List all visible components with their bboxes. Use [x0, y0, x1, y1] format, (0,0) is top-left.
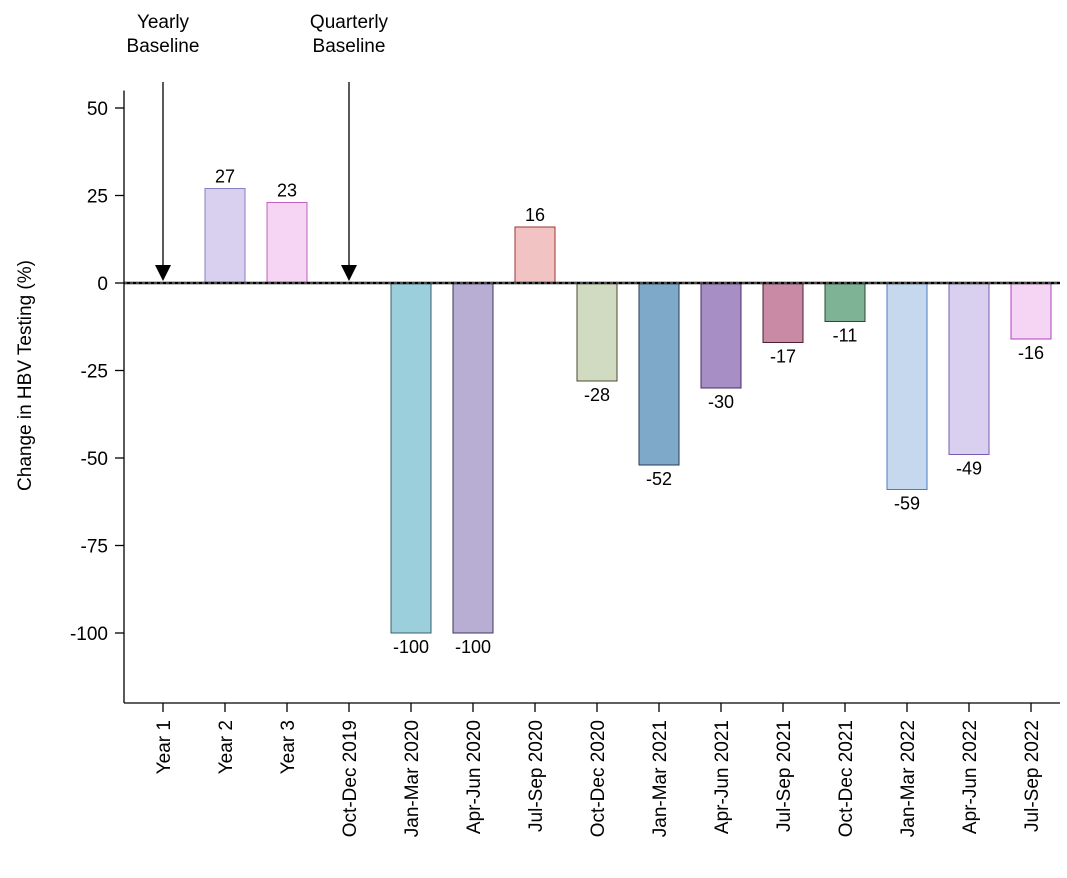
x-tick-label: Year 2 [216, 720, 237, 774]
x-tick-label: Oct-Dec 2020 [588, 720, 609, 837]
bar [390, 282, 432, 634]
bar-value-label: 23 [277, 181, 297, 201]
x-tick-label: Jul-Sep 2022 [1022, 720, 1043, 832]
y-tick-label: -50 [81, 449, 108, 470]
y-axis-title: Change in HBV Testing (%) [15, 260, 36, 491]
x-tick-label: Apr-Jun 2022 [960, 720, 981, 834]
bar [948, 282, 990, 455]
x-tick-label: Oct-Dec 2019 [340, 720, 361, 837]
bar [1010, 282, 1052, 340]
x-tick-label: Jul-Sep 2021 [774, 720, 795, 832]
bar [204, 188, 246, 284]
bar [452, 282, 494, 634]
bar-value-label: -11 [833, 326, 858, 346]
bar [886, 282, 928, 490]
x-tick-label: Apr-Jun 2021 [712, 720, 733, 834]
bar-value-label: -100 [455, 637, 491, 657]
bar-value-label: 16 [525, 205, 545, 225]
x-axis: Year 1 Year 2 Year 3 Oct-Dec 2019 Jan-Mar 20… [124, 702, 1060, 837]
y-tick-label: 25 [87, 187, 108, 208]
bar [576, 282, 618, 382]
y-tick-label: 0 [97, 274, 108, 295]
bar-value-label: -28 [584, 385, 610, 405]
bar-value-label: -59 [894, 494, 920, 514]
bar-value-label: -49 [956, 459, 982, 479]
x-tick-label: Jul-Sep 2020 [526, 720, 547, 832]
bar [762, 282, 804, 343]
bar [700, 282, 742, 389]
x-tick-label: Jan-Mar 2020 [402, 720, 423, 837]
baseline-annotation-label: Yearly Baseline [127, 12, 200, 57]
bar [514, 226, 556, 284]
y-tick-label: -75 [81, 537, 108, 558]
bar-value-label: -16 [1018, 343, 1044, 363]
bar-value-label: -30 [708, 392, 734, 412]
x-tick-label: Year 3 [278, 720, 299, 774]
bar [824, 282, 866, 322]
bar-value-labels: 27 23 -100 -100 16 -28 -52 -30 -17 -11 -59 -49 -16 [215, 167, 1044, 658]
baseline-annotation-label: Quarterly Baseline [310, 12, 389, 57]
x-tick-label: Oct-Dec 2021 [836, 720, 857, 837]
y-tick-label: 50 [87, 99, 108, 120]
bar-value-label: -17 [770, 347, 796, 367]
bar-value-label: 27 [215, 167, 235, 187]
y-axis: 50 25 0 -25 -50 -75 -100 [70, 90, 125, 703]
x-tick-label: Jan-Mar 2021 [650, 720, 671, 837]
y-tick-label: -100 [70, 624, 108, 645]
x-tick-label: Apr-Jun 2020 [464, 720, 485, 834]
baseline-annotations: Yearly Baseline Quarterly Baseline [127, 12, 389, 281]
bar-value-label: -100 [393, 637, 429, 657]
x-tick-label: Year 1 [154, 720, 175, 774]
x-tick-label: Jan-Mar 2022 [898, 720, 919, 837]
bar-value-label: -52 [646, 469, 672, 489]
baseline-arrow-head [155, 265, 171, 281]
y-tick-label: -25 [81, 362, 108, 383]
bars [204, 188, 1052, 634]
baseline-arrow-head [341, 265, 357, 281]
bar [266, 202, 308, 284]
bar [638, 282, 680, 466]
